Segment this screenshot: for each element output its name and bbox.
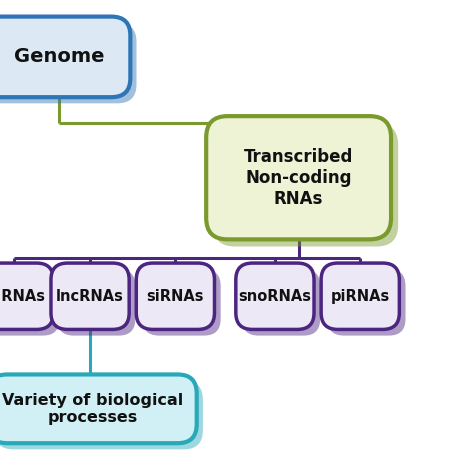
FancyBboxPatch shape	[0, 17, 130, 97]
FancyBboxPatch shape	[0, 374, 197, 443]
Text: miRNAs: miRNAs	[0, 289, 46, 304]
FancyBboxPatch shape	[0, 23, 137, 103]
Text: siRNAs: siRNAs	[146, 289, 204, 304]
Text: piRNAs: piRNAs	[331, 289, 390, 304]
FancyBboxPatch shape	[242, 269, 320, 336]
Text: lncRNAs: lncRNAs	[56, 289, 124, 304]
FancyBboxPatch shape	[0, 269, 60, 336]
FancyBboxPatch shape	[0, 381, 203, 449]
FancyBboxPatch shape	[51, 263, 129, 329]
FancyBboxPatch shape	[57, 269, 136, 336]
FancyBboxPatch shape	[213, 123, 398, 246]
FancyBboxPatch shape	[206, 116, 391, 239]
Text: Transcribed
Non-coding
RNAs: Transcribed Non-coding RNAs	[244, 148, 353, 208]
FancyBboxPatch shape	[327, 269, 405, 336]
FancyBboxPatch shape	[0, 263, 54, 329]
Text: snoRNAs: snoRNAs	[238, 289, 311, 304]
FancyBboxPatch shape	[321, 263, 399, 329]
Text: Genome: Genome	[14, 47, 104, 66]
FancyBboxPatch shape	[236, 263, 314, 329]
Text: Variety of biological
processes: Variety of biological processes	[2, 392, 183, 425]
FancyBboxPatch shape	[142, 269, 221, 336]
FancyBboxPatch shape	[136, 263, 214, 329]
